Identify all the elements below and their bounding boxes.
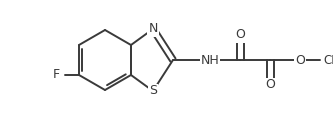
Text: F: F (53, 69, 60, 82)
Text: NH: NH (200, 54, 219, 67)
Text: S: S (149, 84, 157, 97)
Text: N: N (148, 22, 158, 35)
Text: O: O (295, 54, 305, 67)
Text: CH₃: CH₃ (323, 54, 333, 67)
Text: O: O (265, 79, 275, 92)
Text: O: O (235, 28, 245, 42)
Text: O: O (322, 54, 332, 67)
